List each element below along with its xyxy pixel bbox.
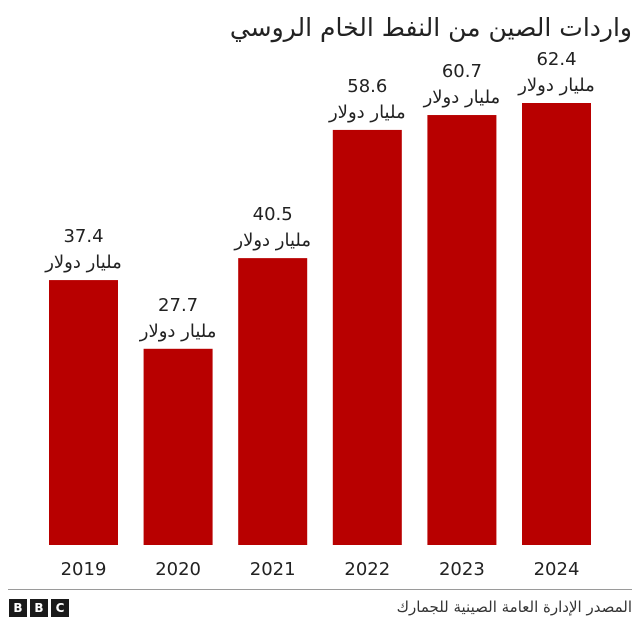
source-note: المصدر الإدارة العامة الصينية للجمارك (396, 598, 632, 616)
chart-title: واردات الصين من النفط الخام الروسي (229, 13, 632, 42)
bbc-logo: B B C (9, 599, 69, 617)
footer-divider (8, 589, 632, 590)
data-label-value: 27.7 (158, 295, 198, 316)
logo-letter: B (30, 599, 48, 617)
x-tick-label: 2020 (155, 559, 201, 580)
x-tick-label: 2024 (534, 559, 580, 580)
x-tick-label: 2019 (61, 559, 107, 580)
data-label-value: 60.7 (442, 61, 482, 82)
data-label-value: 40.5 (253, 204, 293, 225)
data-label-unit: مليار دولار (233, 230, 311, 251)
data-label-unit: مليار دولار (517, 75, 595, 96)
logo-letter: B (9, 599, 27, 617)
bar (238, 258, 308, 545)
data-label-unit: مليار دولار (423, 87, 501, 108)
bar (332, 129, 402, 545)
bar (49, 280, 118, 545)
bar (522, 103, 591, 545)
logo-letter: C (51, 599, 69, 617)
data-label-value: 58.6 (347, 76, 387, 97)
bar (143, 348, 213, 545)
x-tick-label: 2021 (250, 559, 296, 580)
data-label-value: 62.4 (536, 49, 576, 70)
x-tick-label: 2023 (439, 559, 485, 580)
data-label-unit: مليار دولار (139, 321, 217, 342)
x-tick-label: 2022 (344, 559, 390, 580)
data-label-value: 37.4 (63, 226, 103, 247)
data-label-unit: مليار دولار (328, 102, 406, 123)
data-label-unit: مليار دولار (44, 252, 122, 273)
bar-chart: 37.4 مليار دولار 2019 27.7 مليار دولار 2020 40… (44, 49, 595, 580)
bar (427, 115, 497, 546)
